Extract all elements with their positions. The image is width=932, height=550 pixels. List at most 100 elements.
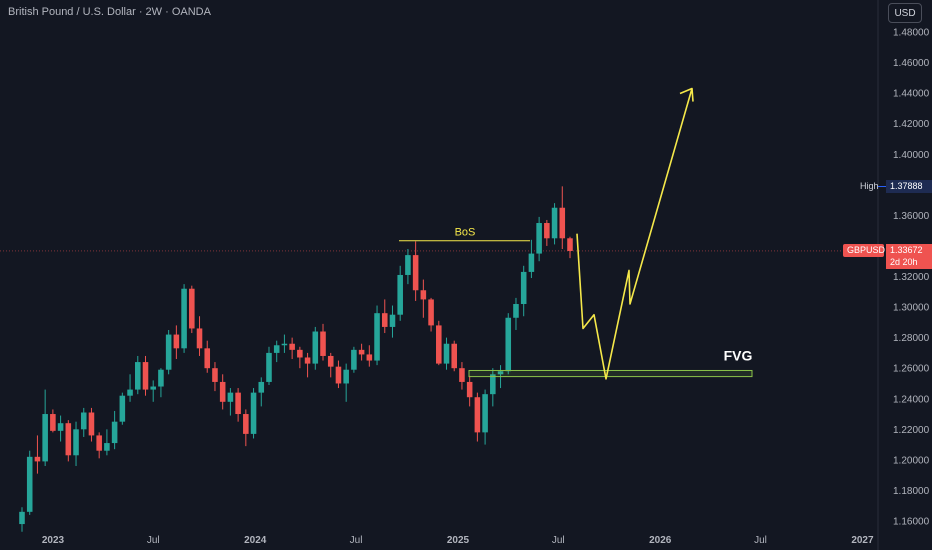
projection-path [576,88,693,380]
candle-body [497,371,504,375]
x-tick-label: Jul [754,535,767,546]
candle-body [165,334,172,370]
y-tick-label: 1.32000 [893,272,930,283]
candle-body [50,414,56,431]
candle-body [544,223,550,239]
x-tick-label: Jul [552,535,565,546]
candle-body [88,412,95,436]
x-tick-label: 2027 [851,535,874,546]
x-tick-label: 2026 [649,535,672,546]
y-tick-label: 1.22000 [893,425,930,436]
y-tick-label: 1.24000 [893,394,930,405]
candle-body [134,362,141,390]
candle-body [297,349,303,358]
candle-body [466,381,473,398]
candle-body [343,369,349,384]
candle-body [26,456,33,512]
y-tick-label: 1.28000 [893,333,930,344]
candle-body [513,304,519,318]
candle-body [374,313,380,361]
x-tick-label: Jul [350,535,363,546]
y-tick-label: 1.16000 [893,517,930,528]
candle-body [327,355,334,367]
candle-body [212,368,218,382]
candle-body [304,357,311,364]
last-price-tag: 1.33672 [886,244,932,257]
candle-body [366,354,373,361]
chart-title: British Pound / U.S. Dollar · 2W · OANDA [8,6,211,18]
candle-body [335,366,342,384]
candle-body [173,334,180,349]
candle-body [250,392,257,434]
candle-body [204,348,211,369]
y-tick-label: 1.44000 [893,89,930,100]
candle-body [273,345,280,353]
candle-body [490,374,496,395]
candle-body [397,274,403,315]
fvg-label: FVG [724,347,753,363]
projection-arrowhead [679,87,694,102]
candle-body [528,253,535,272]
candle-body [381,313,388,327]
high-value-tag: 1.37888 [886,180,932,193]
candle-body [520,271,527,305]
fvg-zone [468,369,753,378]
countdown-tag: 2d 20h [886,256,932,269]
candle-body [482,394,488,433]
candle-body [80,412,87,430]
candle-body [451,343,458,369]
candle-body [111,421,118,444]
candle-body [227,392,234,402]
x-tick-label: 2023 [42,535,65,546]
candle-body [412,255,419,291]
candle-body [235,392,241,415]
y-tick-label: 1.20000 [893,455,930,466]
y-tick-label: 1.36000 [893,211,930,222]
candle-body [505,317,512,372]
candle-body [436,325,442,364]
candle-body [19,511,25,525]
candle-body [219,381,226,402]
y-tick-label: 1.40000 [893,150,930,161]
candle-body [181,288,187,349]
currency-button[interactable]: USD [888,3,922,23]
y-tick-label: 1.30000 [893,303,930,314]
candle-body [420,290,427,300]
candle-body [142,362,149,390]
candle-body [428,299,434,326]
y-tick-label: 1.26000 [893,364,930,375]
candle-body [389,314,396,327]
candle-body [150,386,156,390]
candle-body [127,389,133,396]
candle-body [281,343,288,346]
y-tick-label: 1.48000 [893,28,930,39]
candle-body [567,238,573,251]
candle-body [459,368,465,382]
candle-body [196,328,203,349]
x-tick-label: 2024 [244,535,267,546]
candle-body [73,429,79,456]
candle-body [443,343,450,364]
y-tick-label: 1.42000 [893,119,930,130]
candle-body [320,331,326,356]
y-tick-label: 1.46000 [893,58,930,69]
candle-body [312,331,319,364]
candle-body [57,423,64,431]
candle-body [42,414,48,462]
candle-body [189,288,195,329]
x-tick-label: 2025 [447,535,470,546]
candle-body [65,423,72,456]
candle-body [96,435,102,451]
candle-body [351,349,357,370]
candle-body [559,207,566,239]
candle-body [289,343,295,350]
candle-body [405,255,411,275]
y-tick-label: 1.18000 [893,486,930,497]
candle-body [358,349,365,355]
candle-body [536,223,542,254]
candle-body [104,443,110,451]
high-label: High [860,181,879,191]
bos-label: BoS [455,227,476,239]
candle-body [266,352,272,382]
